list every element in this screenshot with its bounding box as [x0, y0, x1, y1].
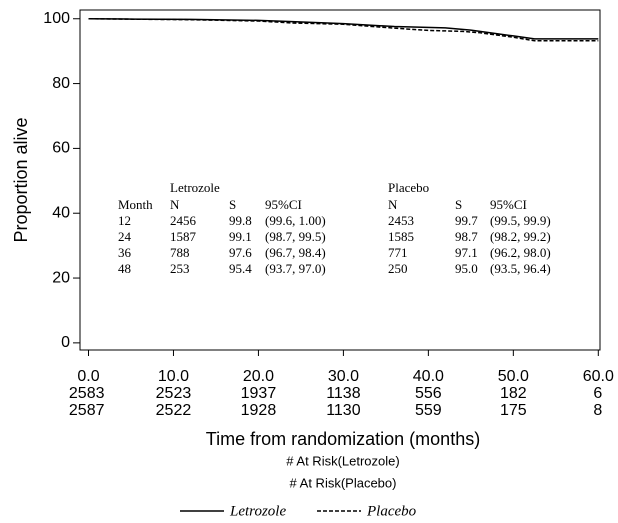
table-cell: 2456 — [170, 213, 197, 228]
at-risk-value: 559 — [415, 402, 442, 419]
y-axis-title: Proportion alive — [11, 117, 31, 242]
table-cell: 24 — [118, 229, 132, 244]
table-cell: 36 — [118, 245, 132, 260]
table-cell: (96.2, 98.0) — [490, 245, 551, 260]
table-cell: (93.5, 96.4) — [490, 261, 551, 276]
table-cell: 2453 — [388, 213, 414, 228]
table-cell: 1585 — [388, 229, 414, 244]
table-header: N — [170, 197, 180, 212]
at-risk-value: 2522 — [156, 402, 192, 419]
table-cell: 97.1 — [455, 245, 478, 260]
y-tick-label: 80 — [52, 75, 70, 92]
at-risk-value: 1928 — [241, 402, 277, 419]
at-risk-value: 2523 — [156, 385, 192, 402]
at-risk-value: 175 — [500, 402, 527, 419]
table-header: S — [229, 197, 236, 212]
x-tick-label: 0.0 — [77, 368, 99, 385]
x-tick-label: 50.0 — [498, 368, 529, 385]
table-header: 95%CI — [490, 197, 527, 212]
at-risk-value: 2583 — [69, 385, 105, 402]
table-cell: 97.6 — [229, 245, 252, 260]
at-risk-label: # At Risk(Placebo) — [290, 475, 397, 490]
table-cell: 48 — [118, 261, 131, 276]
table-cell: (99.6, 1.00) — [265, 213, 326, 228]
x-axis-title: Time from randomization (months) — [206, 429, 480, 449]
table-cell: (93.7, 97.0) — [265, 261, 326, 276]
at-risk-value: 182 — [500, 385, 527, 402]
table-header: S — [455, 197, 462, 212]
x-tick-label: 30.0 — [328, 368, 359, 385]
table-cell: (99.5, 99.9) — [490, 213, 551, 228]
y-tick-label: 60 — [52, 140, 70, 157]
table-cell: 99.7 — [455, 213, 478, 228]
table-header: N — [388, 197, 398, 212]
at-risk-value: 2587 — [69, 402, 105, 419]
table-cell: 788 — [170, 245, 190, 260]
table-header: 95%CI — [265, 197, 302, 212]
plot-frame — [79, 9, 601, 351]
table-cell: 250 — [388, 261, 408, 276]
legend-label: Letrozole — [229, 503, 286, 519]
table-group: Letrozole — [170, 180, 220, 195]
survival-curve — [88, 18, 599, 40]
at-risk-value: 556 — [415, 385, 442, 402]
y-tick-label: 0 — [61, 334, 70, 351]
at-risk-label: # At Risk(Letrozole) — [286, 453, 399, 468]
table-header: Month — [118, 197, 153, 212]
x-tick-label: 10.0 — [158, 368, 189, 385]
survival-curve — [88, 18, 599, 42]
table-group: Placebo — [388, 180, 429, 195]
table-cell: 12 — [118, 213, 131, 228]
y-tick-label: 40 — [52, 204, 70, 221]
table-cell: (98.2, 99.2) — [490, 229, 551, 244]
table-cell: 99.1 — [229, 229, 252, 244]
y-tick-label: 20 — [52, 269, 70, 286]
at-risk-value: 8 — [593, 402, 602, 419]
table-cell: 99.8 — [229, 213, 252, 228]
at-risk-value: 1130 — [326, 402, 361, 419]
at-risk-value: 1138 — [326, 385, 361, 402]
at-risk-value: 1937 — [241, 385, 277, 402]
table-cell: 1587 — [170, 229, 197, 244]
table-cell: 771 — [388, 245, 408, 260]
x-tick-label: 20.0 — [243, 368, 274, 385]
table-cell: 95.4 — [229, 261, 252, 276]
table-cell: 253 — [170, 261, 190, 276]
table-cell: 98.7 — [455, 229, 478, 244]
table-cell: (98.7, 99.5) — [265, 229, 326, 244]
legend-label: Placebo — [366, 503, 417, 519]
x-tick-label: 40.0 — [413, 368, 444, 385]
y-tick-label: 100 — [43, 10, 70, 27]
table-cell: (96.7, 98.4) — [265, 245, 326, 260]
x-tick-label: 60.0 — [583, 368, 614, 385]
table-cell: 95.0 — [455, 261, 478, 276]
at-risk-value: 6 — [593, 385, 602, 402]
